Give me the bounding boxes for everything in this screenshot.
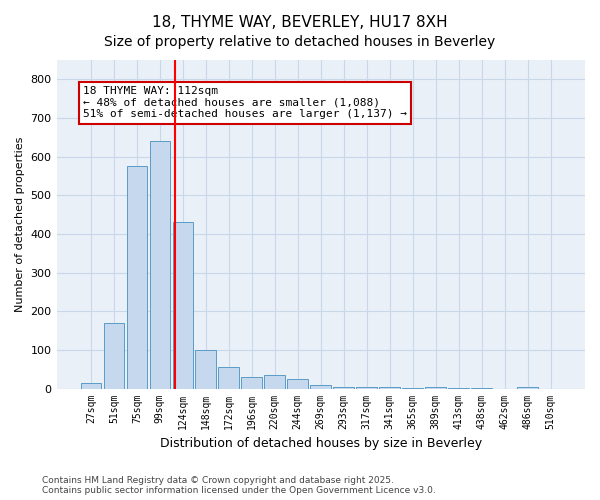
Bar (149, 141, 170, 388)
Bar (104, 323, 124, 388)
Bar (425, 387, 446, 388)
Text: 18, THYME WAY, BEVERLEY, HU17 8XH: 18, THYME WAY, BEVERLEY, HU17 8XH (152, 15, 448, 30)
Y-axis label: Number of detached properties: Number of detached properties (15, 136, 25, 312)
Bar (310, 386, 331, 388)
Text: Contains HM Land Registry data © Crown copyright and database right 2025.
Contai: Contains HM Land Registry data © Crown c… (42, 476, 436, 495)
Bar (287, 379, 308, 388)
Text: 18 THYME WAY: 112sqm
← 48% of detached houses are smaller (1,088)
51% of semi-de: 18 THYME WAY: 112sqm ← 48% of detached h… (83, 86, 407, 120)
Bar (241, 377, 262, 388)
Text: Size of property relative to detached houses in Beverley: Size of property relative to detached ho… (104, 35, 496, 49)
Bar (517, 386, 538, 388)
X-axis label: Distribution of detached houses by size in Beverley: Distribution of detached houses by size … (160, 437, 482, 450)
Bar (334, 386, 354, 388)
Bar (218, 368, 239, 388)
Bar (173, 222, 193, 388)
Bar (265, 375, 285, 388)
Bar (80, 383, 101, 388)
Bar (196, 350, 216, 389)
Bar (379, 387, 400, 388)
Bar (127, 166, 147, 388)
